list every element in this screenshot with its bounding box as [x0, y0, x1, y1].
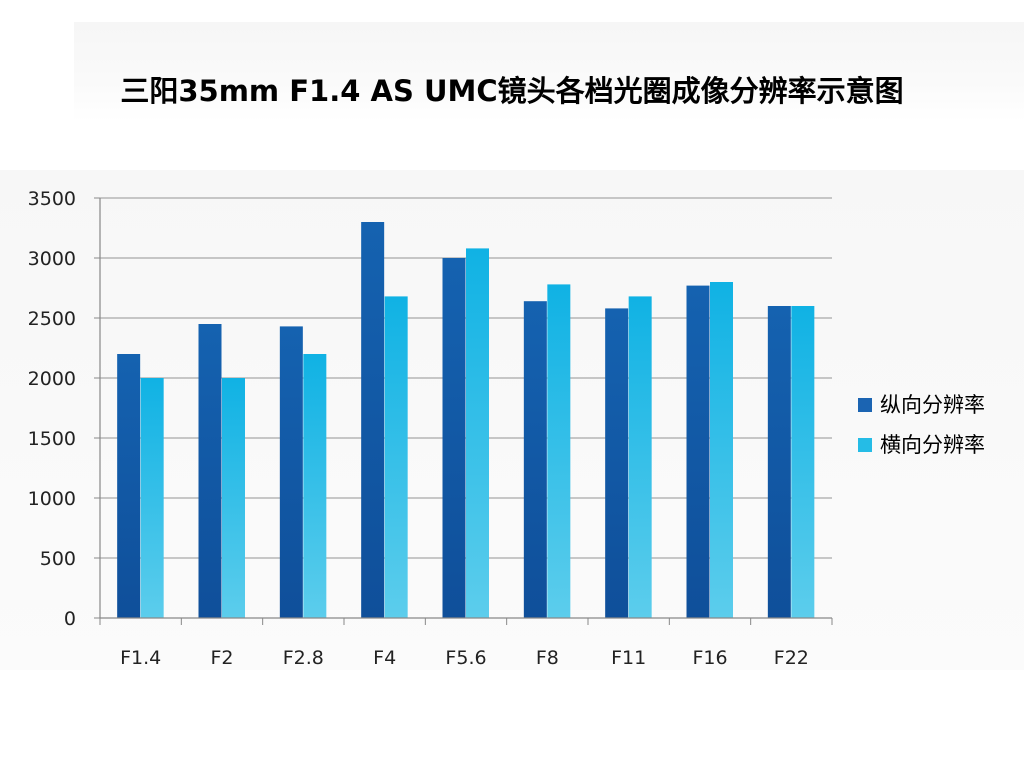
x-tick-label: F16	[692, 647, 727, 669]
bar-vertical-F11	[605, 308, 629, 618]
y-tick-label: 2000	[28, 368, 76, 390]
x-tick-label: F2.8	[283, 647, 324, 669]
axes: 0 500 1000 1500 2000 2500 3000 3500 F1.4 F2 F2.8 F4…	[28, 188, 833, 669]
title-band	[74, 22, 1024, 122]
bar-horizontal-F8	[547, 284, 571, 618]
plot-band	[0, 170, 1024, 670]
bars	[117, 222, 815, 618]
x-tick-label: F1.4	[120, 647, 161, 669]
y-tick-label: 3500	[28, 188, 76, 210]
bar-horizontal-F1.4	[140, 378, 164, 618]
x-tick-label: F5.6	[445, 647, 486, 669]
y-tick-label: 3000	[28, 248, 76, 270]
legend-swatch	[858, 438, 872, 452]
x-tick-label: F11	[611, 647, 646, 669]
y-tick-label: 500	[40, 548, 76, 570]
bar-vertical-F16	[686, 285, 710, 618]
y-tick-label: 2500	[28, 308, 76, 330]
x-tick-label: F22	[774, 647, 809, 669]
bar-horizontal-F16	[710, 282, 733, 618]
chart-title: 三阳35mm F1.4 AS UMC镜头各档光圈成像分辨率示意图	[120, 74, 904, 108]
bar-horizontal-F4	[384, 296, 408, 618]
bar-horizontal-F2	[222, 378, 245, 618]
bar-vertical-F22	[767, 306, 791, 618]
legend-label: 横向分辨率	[880, 433, 985, 457]
x-tick-label: F4	[373, 647, 396, 669]
bar-vertical-F4	[361, 222, 385, 618]
bar-vertical-F8	[523, 301, 547, 618]
y-tick-label: 1000	[28, 488, 76, 510]
y-tick-label: 1500	[28, 428, 76, 450]
y-tick-label: 0	[64, 608, 76, 630]
x-tick-label: F8	[536, 647, 559, 669]
bar-vertical-F5.6	[442, 258, 466, 618]
bar-vertical-F2.8	[279, 326, 303, 618]
legend-label: 纵向分辨率	[880, 393, 985, 417]
bar-horizontal-F22	[791, 306, 815, 618]
legend-swatch	[858, 398, 872, 412]
bar-horizontal-F11	[628, 296, 652, 618]
bar-vertical-F2	[198, 324, 222, 618]
bar-vertical-F1.4	[117, 354, 141, 618]
bar-horizontal-F2.8	[303, 354, 327, 618]
bar-horizontal-F5.6	[466, 248, 489, 618]
x-tick-label: F2	[210, 647, 233, 669]
